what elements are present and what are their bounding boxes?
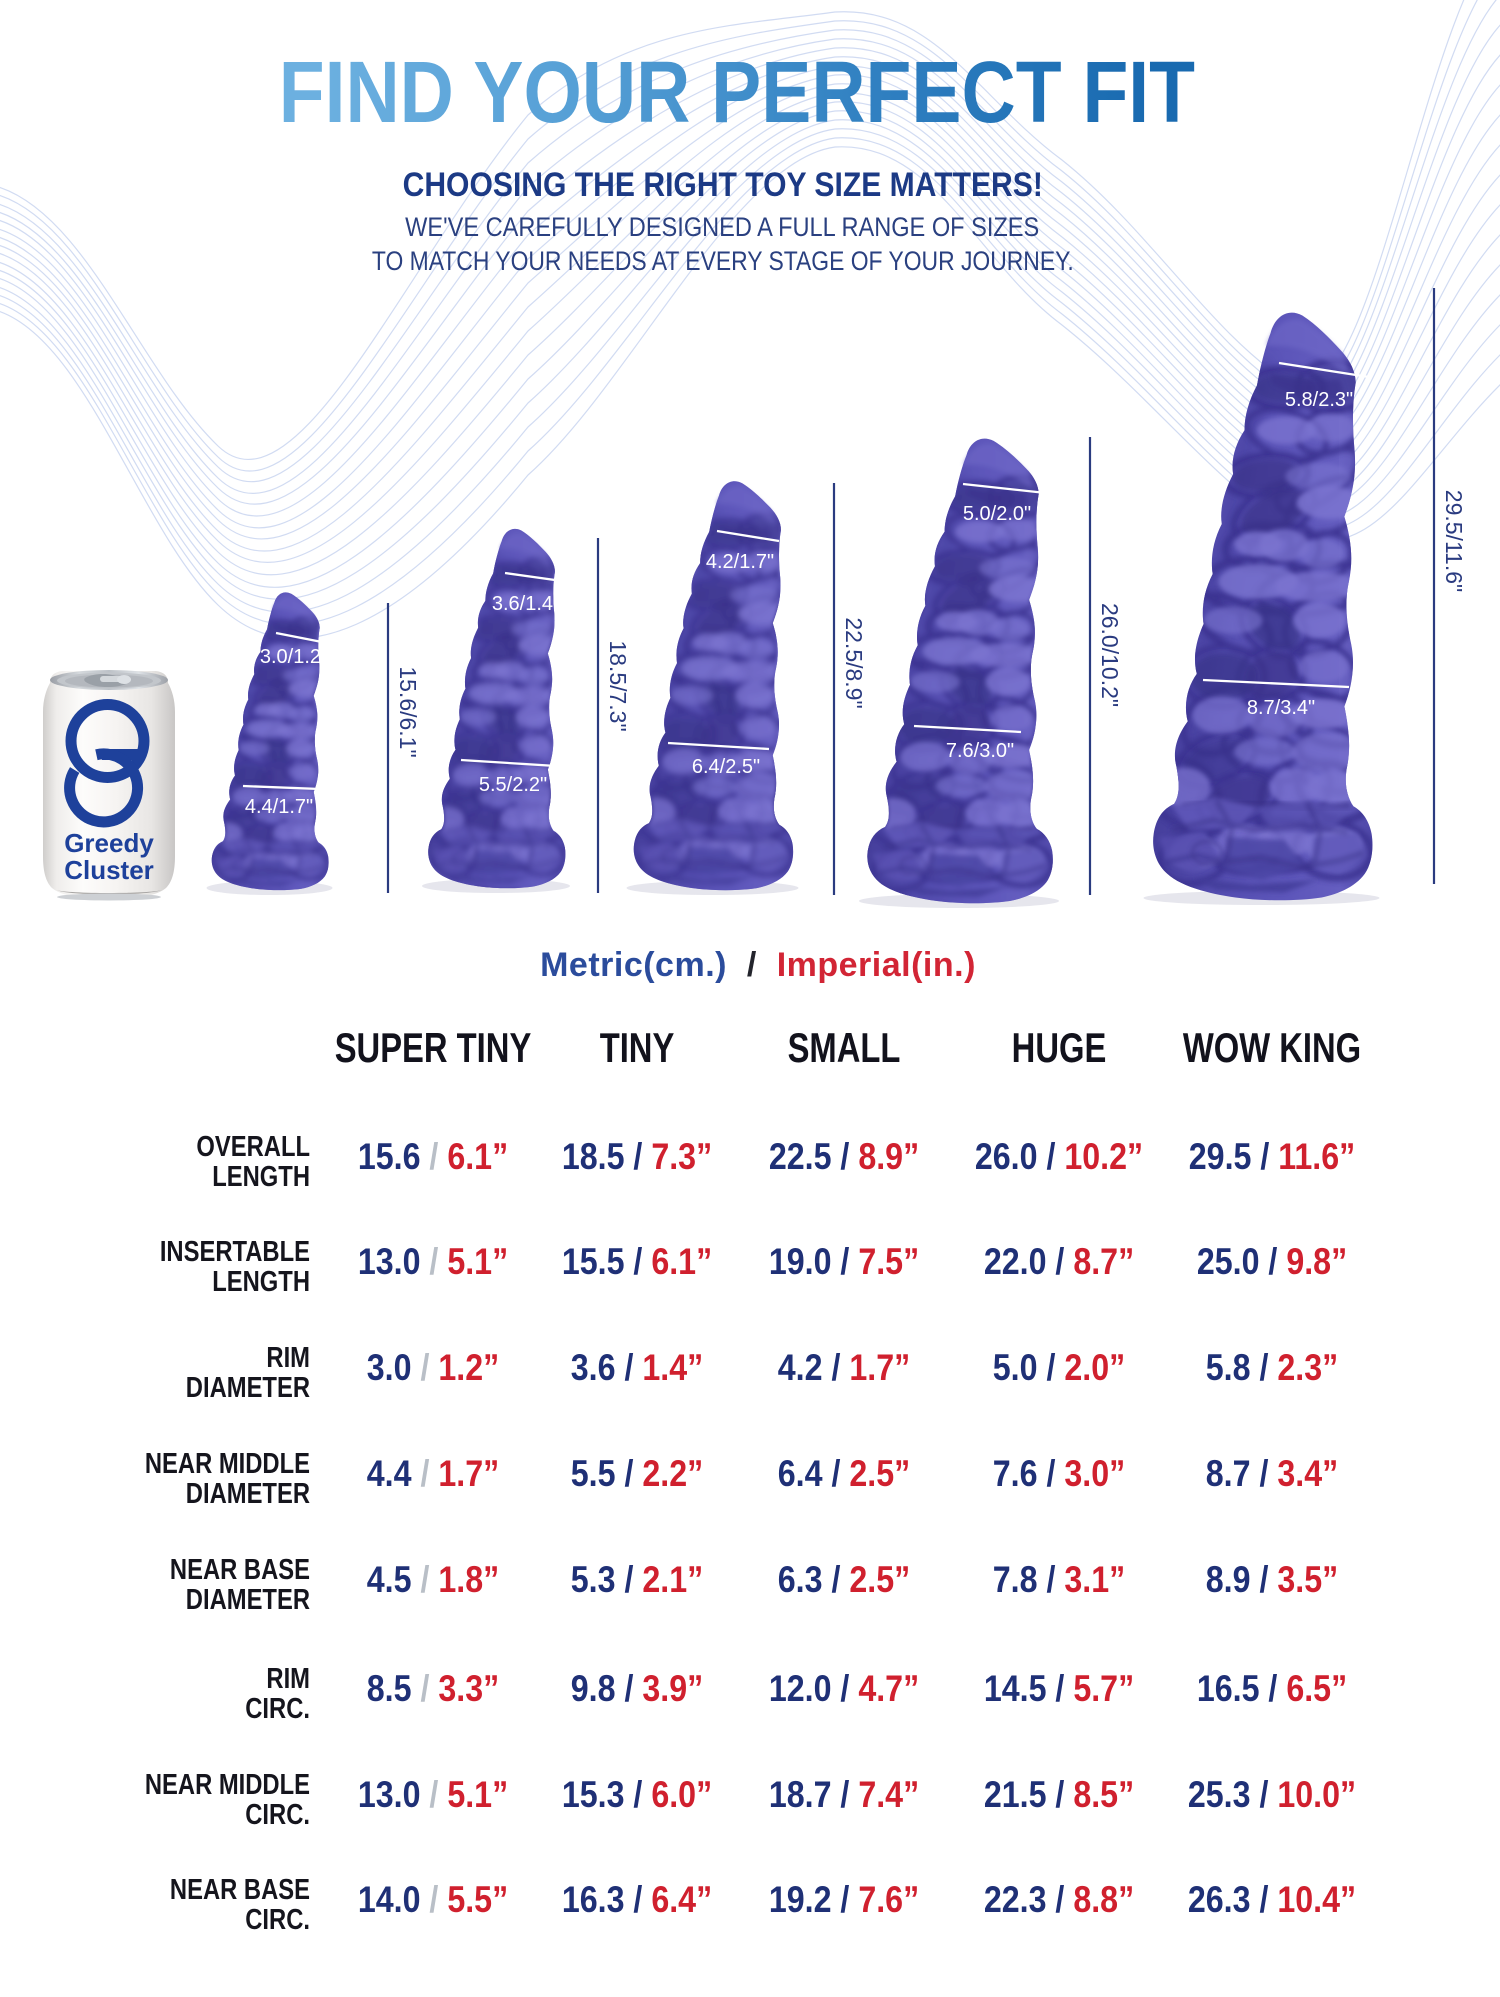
svg-text:3.6/1.4": 3.6/1.4" [492, 593, 560, 615]
svg-text:6.4/2.5": 6.4/2.5" [692, 756, 760, 778]
svg-text:Greedy: Greedy [64, 828, 154, 858]
svg-text:3.0/1.2": 3.0/1.2" [260, 646, 328, 668]
svg-text:5.8/2.3": 5.8/2.3" [1285, 389, 1353, 411]
svg-text:15.6/6.1": 15.6/6.1" [395, 666, 421, 757]
svg-text:5.0/2.0": 5.0/2.0" [963, 503, 1031, 525]
svg-text:18.5/7.3": 18.5/7.3" [605, 640, 631, 731]
svg-text:8.7/3.4": 8.7/3.4" [1247, 697, 1315, 719]
svg-text:29.5/11.6": 29.5/11.6" [1441, 490, 1467, 592]
svg-text:26.0/10.2": 26.0/10.2" [1097, 603, 1123, 707]
svg-text:5.5/2.2": 5.5/2.2" [479, 774, 547, 796]
svg-text:4.4/1.7": 4.4/1.7" [245, 796, 313, 818]
svg-text:4.2/1.7": 4.2/1.7" [706, 551, 774, 573]
svg-text:22.5/8.9": 22.5/8.9" [841, 617, 867, 708]
svg-text:7.6/3.0": 7.6/3.0" [946, 740, 1014, 762]
svg-text:Cluster: Cluster [64, 855, 154, 885]
